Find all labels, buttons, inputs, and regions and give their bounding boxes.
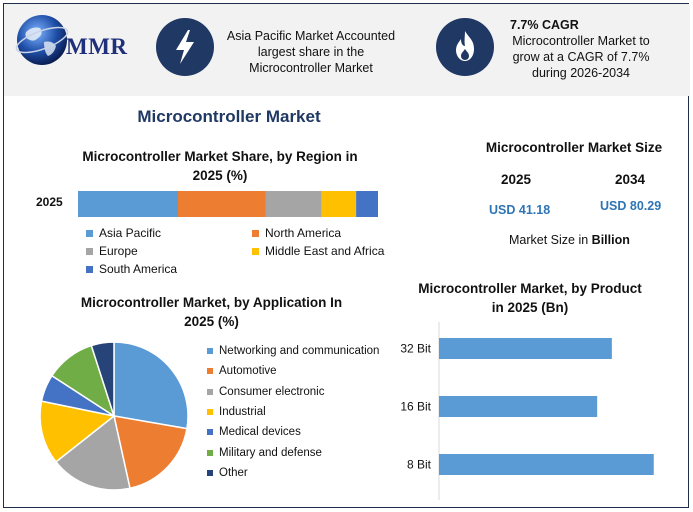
legend-label: Asia Pacific <box>99 226 162 240</box>
infographic-frame: MMR Asia Pacific Market Accounted larges… <box>3 3 690 508</box>
product-bar-chart: 32 Bit 16 Bit 8 Bit <box>400 322 654 500</box>
pie-slice <box>39 400 116 463</box>
legend-swatch <box>252 229 259 237</box>
pie-slice <box>90 341 115 417</box>
lightning-icon <box>156 18 214 76</box>
legend-label: Networking and communication <box>219 345 380 357</box>
unit-note-bold: Billion <box>591 233 630 247</box>
product-category-label: 32 Bit <box>400 342 431 356</box>
region-bar-segment <box>178 191 266 217</box>
info2-line: grow at a CAGR of 7.7% <box>512 50 650 64</box>
region-chart-title: Microcontroller Market Share, by Region … <box>60 147 380 185</box>
product-category-label: 16 Bit <box>400 400 431 414</box>
cagr-title: 7.7% CAGR <box>510 18 579 32</box>
legend-swatch <box>86 265 93 273</box>
info-cagr: 7.7% CAGR Microcontroller Market to grow… <box>501 17 661 81</box>
application-legend-item: Networking and communication <box>207 345 379 357</box>
application-chart-title: Microcontroller Market, by Application I… <box>49 293 374 331</box>
region-title-line: Microcontroller Market Share, by Region … <box>82 149 358 164</box>
legend-label: Military and defense <box>219 446 322 459</box>
legend-swatch <box>207 388 213 395</box>
legend-swatch <box>207 449 213 456</box>
market-size-value-2025: USD 41.18 <box>489 203 551 217</box>
region-bar-segment <box>78 191 178 217</box>
region-category-label: 2025 <box>36 195 63 209</box>
region-legend-item: Middle East and Africa <box>252 244 384 258</box>
legend-swatch <box>86 229 93 237</box>
legend-swatch <box>207 368 213 375</box>
region-bar-segment <box>265 191 322 217</box>
legend-swatch <box>207 408 213 415</box>
legend-label: Consumer electronic <box>219 385 325 398</box>
info1-line: Microcontroller Market <box>249 61 373 75</box>
pie-slice <box>113 341 189 430</box>
legend-swatch <box>207 348 213 354</box>
legend-label: North America <box>265 226 342 240</box>
application-legend-item: Consumer electronic <box>207 386 324 398</box>
region-title-line: 2025 (%) <box>192 168 248 183</box>
application-title-line: Microcontroller Market, by Application I… <box>80 295 343 310</box>
pie-slice <box>54 414 131 491</box>
product-bar <box>439 338 612 359</box>
info2-line: during 2026-2034 <box>532 66 630 80</box>
legend-swatch <box>207 469 213 476</box>
application-legend-item: Industrial <box>207 406 266 418</box>
product-bar <box>439 396 598 417</box>
legend-label: Automotive <box>219 365 277 378</box>
globe-logo-icon <box>15 15 69 65</box>
flame-icon <box>436 18 494 76</box>
region-stacked-bar <box>78 191 378 217</box>
region-bar-segment <box>356 191 378 217</box>
product-category-label: 8 Bit <box>407 458 432 472</box>
info1-line: Asia Pacific Market Accounted <box>226 29 396 43</box>
application-pie-chart <box>39 341 189 491</box>
application-title-line: 2025 (%) <box>184 314 239 329</box>
info1-line: largest share in the <box>257 45 365 59</box>
legend-label: Other <box>219 466 248 479</box>
main-title: Microcontroller Market <box>137 107 321 126</box>
market-size-year-2034: 2034 <box>615 172 646 187</box>
logo-text: MMR <box>66 34 128 59</box>
header-band <box>4 4 690 96</box>
legend-swatch <box>207 429 213 436</box>
market-size-title: Microcontroller Market Size <box>485 140 663 155</box>
market-size-year-2025: 2025 <box>501 172 532 187</box>
info-asia-pacific: Asia Pacific Market Accounted largest sh… <box>216 28 406 76</box>
application-legend-item: Other <box>207 467 248 479</box>
application-legend-item: Military and defense <box>207 447 322 459</box>
product-bar <box>439 454 654 475</box>
unit-note-prefix: Market Size in <box>509 233 592 247</box>
region-legend-item: North America <box>252 226 341 240</box>
legend-label: South America <box>99 262 178 276</box>
product-title-line: in 2025 (Bn) <box>491 300 569 315</box>
product-chart-title: Microcontroller Market, by Product in 20… <box>399 279 661 317</box>
info2-line: Microcontroller Market to <box>512 34 650 48</box>
legend-swatch <box>252 247 259 255</box>
region-legend-item: South America <box>86 262 177 276</box>
pie-slice <box>113 415 188 490</box>
application-legend-item: Automotive <box>207 365 277 377</box>
legend-label: Middle East and Africa <box>265 244 385 258</box>
application-legend-item: Medical devices <box>207 426 301 438</box>
market-size-unit-note: Market Size in Billion <box>509 233 630 247</box>
region-legend-item: Asia Pacific <box>86 226 161 240</box>
legend-swatch <box>86 247 93 255</box>
market-size-value-2034: USD 80.29 <box>600 199 662 213</box>
legend-label: Industrial <box>219 405 266 418</box>
legend-label: Medical devices <box>219 426 301 439</box>
product-title-line: Microcontroller Market, by Product <box>418 281 642 296</box>
legend-label: Europe <box>99 244 138 258</box>
region-legend-item: Europe <box>86 244 138 258</box>
region-bar-segment <box>321 191 357 217</box>
